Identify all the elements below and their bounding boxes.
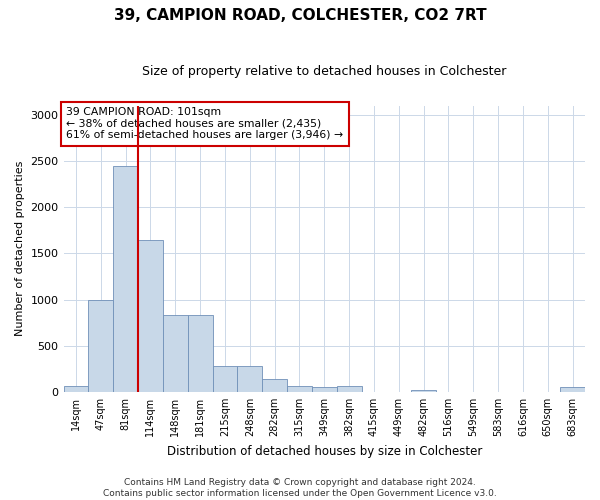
Title: Size of property relative to detached houses in Colchester: Size of property relative to detached ho… (142, 65, 506, 78)
Bar (188, 316, 212, 392)
Bar (238, 366, 262, 392)
Bar (88, 300, 113, 392)
Text: Contains HM Land Registry data © Crown copyright and database right 2024.
Contai: Contains HM Land Registry data © Crown c… (103, 478, 497, 498)
Text: 39, CAMPION ROAD, COLCHESTER, CO2 7RT: 39, CAMPION ROAD, COLCHESTER, CO2 7RT (113, 8, 487, 22)
Bar (287, 386, 312, 392)
Bar (337, 386, 362, 392)
Bar (560, 388, 585, 392)
Y-axis label: Number of detached properties: Number of detached properties (15, 161, 25, 336)
Bar (138, 240, 163, 392)
X-axis label: Distribution of detached houses by size in Colchester: Distribution of detached houses by size … (167, 444, 482, 458)
Bar (312, 387, 337, 392)
Bar (163, 316, 188, 392)
Text: 39 CAMPION ROAD: 101sqm
← 38% of detached houses are smaller (2,435)
61% of semi: 39 CAMPION ROAD: 101sqm ← 38% of detache… (66, 107, 343, 140)
Bar (262, 379, 287, 392)
Bar (113, 166, 138, 392)
Bar (411, 390, 436, 392)
Bar (64, 386, 88, 392)
Bar (212, 366, 238, 392)
